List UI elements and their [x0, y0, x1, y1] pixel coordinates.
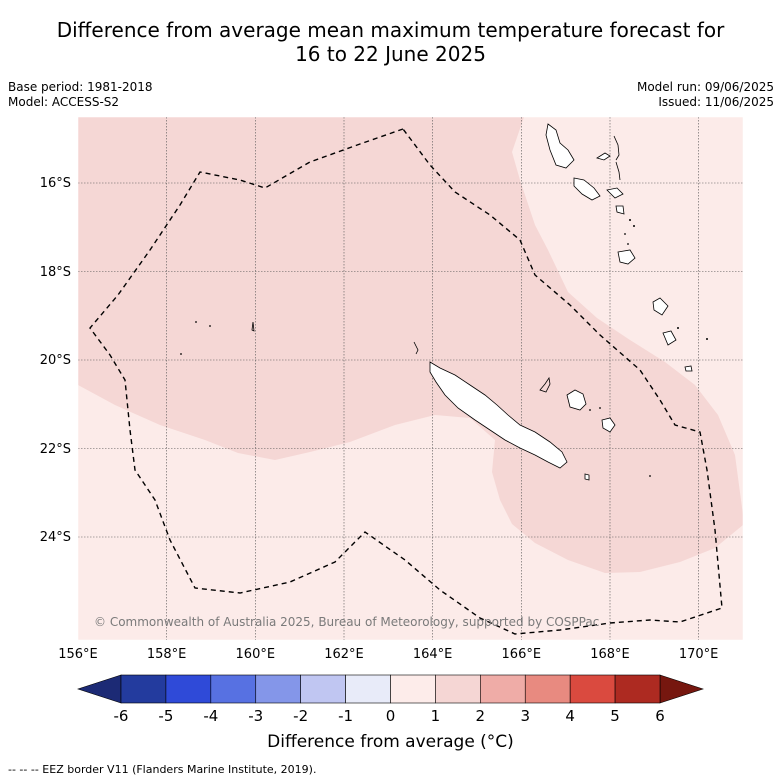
meta-right: Model run: 09/06/2025 Issued: 11/06/2025 [637, 80, 774, 110]
gridlines [78, 117, 743, 640]
colorbar-bin [480, 674, 526, 704]
colorbar-tick-label: -2 [293, 707, 308, 725]
colorbar-tick-label: 4 [565, 707, 575, 725]
anomaly-region-medium [78, 117, 743, 573]
belep-islands [413, 341, 419, 355]
epi-island [615, 205, 625, 215]
colorbar-tick-label: 2 [476, 707, 486, 725]
lat-label: 16°S [40, 176, 71, 191]
lat-label: 22°S [40, 442, 71, 457]
lon-labels: 156°E 158°E 160°E 162°E 164°E 166°E 168°… [58, 647, 718, 662]
colorbar-bin [300, 674, 346, 704]
lon-label: 170°E [679, 647, 719, 662]
colorbar-bin [255, 674, 301, 704]
eez-border [89, 128, 723, 635]
colorbar-bin [345, 674, 391, 704]
espiritu-santo-island [545, 123, 575, 169]
colorbar-tick-label: -4 [203, 707, 218, 725]
title-line-1: Difference from average mean maximum tem… [56, 18, 725, 42]
maewo-island [613, 135, 620, 161]
isle-of-pines [584, 473, 590, 481]
colorbar: -6 -5 -4 -3 -2 -1 0 1 2 3 4 5 6 [77, 674, 704, 725]
lon-label: 164°E [413, 647, 453, 662]
ambrym-island [606, 187, 624, 199]
ambae-island [596, 152, 611, 161]
pentecost-island [615, 161, 621, 181]
model-text: Model: ACCESS-S2 [8, 95, 120, 109]
colorbar-bin [120, 674, 167, 704]
new-caledonia-island [429, 361, 568, 469]
map-frame [77, 116, 744, 641]
base-period-text: Base period: 1981-2018 [8, 80, 153, 94]
colorbar-tick-label: -6 [114, 707, 129, 725]
lon-label: 162°E [324, 647, 364, 662]
chesterfield-islands [251, 321, 255, 332]
colorbar-tick-label: -3 [248, 707, 263, 725]
meta-left: Base period: 1981-2018 Model: ACCESS-S2 [8, 80, 153, 110]
eez-legend-note: -- -- -- EEZ border V11 (Flanders Marine… [8, 763, 317, 776]
colorbar-tick-label: 0 [386, 707, 396, 725]
small-islands [180, 219, 708, 477]
lat-labels: 16°S 18°S 20°S 22°S 24°S [40, 176, 71, 545]
colorbar-bin [614, 674, 661, 704]
colorbar-bin [390, 674, 436, 704]
lon-label: 158°E [147, 647, 187, 662]
model-run-text: Model run: 09/06/2025 [636, 80, 774, 94]
lat-label: 18°S [40, 265, 71, 280]
copyright-text: © Commonwealth of Australia 2025, Bureau… [94, 615, 599, 629]
lat-label: 20°S [40, 353, 71, 368]
colorbar-tick-label: -1 [338, 707, 353, 725]
issued-text: Issued: 11/06/2025 [658, 95, 774, 109]
ouvea-island [539, 376, 551, 393]
colorbar-tick-label: 6 [655, 707, 665, 725]
colorbar-tick-label: 3 [520, 707, 530, 725]
lon-label: 156°E [58, 647, 98, 662]
malakula-island [573, 177, 601, 201]
erromango-island [652, 297, 669, 316]
lon-label: 168°E [590, 647, 630, 662]
colorbar-label: Difference from average (°C) [267, 732, 514, 752]
aneityum-island [684, 365, 693, 372]
tanna-island [662, 330, 677, 346]
colorbar-tick-label: 1 [431, 707, 441, 725]
colorbar-tick-label: 5 [610, 707, 620, 725]
lon-label: 166°E [502, 647, 542, 662]
colorbar-bin [165, 674, 212, 704]
colorbar-bin [435, 674, 481, 704]
lon-label: 160°E [236, 647, 276, 662]
colorbar-over-arrow [659, 674, 704, 704]
colorbar-bin [210, 674, 257, 704]
title-line-2: 16 to 22 June 2025 [295, 42, 486, 66]
colorbar-bin [524, 674, 571, 704]
colorbar-under-arrow [77, 674, 122, 704]
mare-island [601, 417, 616, 433]
lifou-island [566, 389, 587, 411]
efate-island [617, 249, 636, 265]
colorbar-bin [569, 674, 616, 704]
lat-label: 24°S [40, 530, 71, 545]
map-title: Difference from average mean maximum tem… [0, 18, 781, 66]
colorbar-tick-label: -5 [158, 707, 173, 725]
